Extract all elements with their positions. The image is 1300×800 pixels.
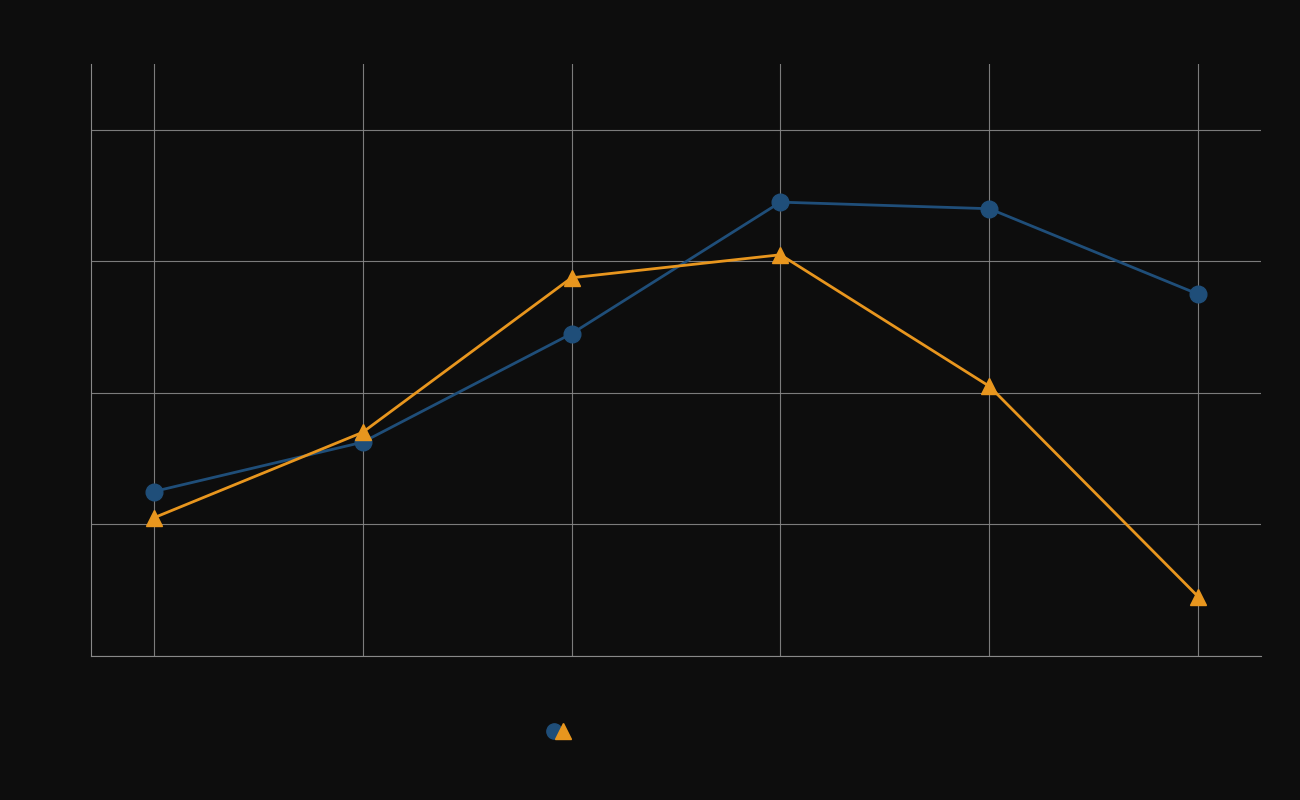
Legend: , : , — [551, 730, 567, 732]
